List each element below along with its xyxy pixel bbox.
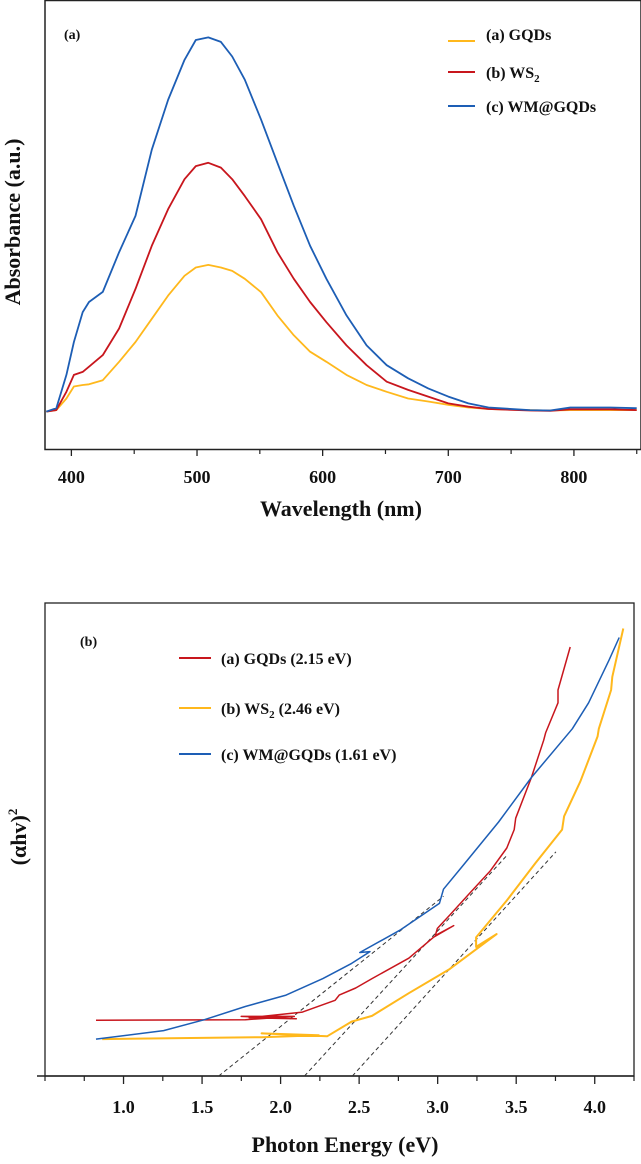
legend-item: (a) GQDs [448,27,551,44]
series-line-1 [95,646,571,1021]
y-axis-title-main: (αhv) [6,815,31,865]
legend-label-tail: (2.46 eV) [275,701,340,718]
series-line-2 [46,161,637,413]
x-tick-label: 700 [435,467,462,487]
x-tick-label: 4.0 [583,1097,606,1117]
legend-label: (a) GQDs (2.15 eV) [221,651,352,668]
x-tick-label: 2.5 [348,1097,371,1117]
legend-label-main: (c) WM@GQDs [486,99,596,116]
legend-label: (c) WM@GQDs [486,99,596,116]
x-axis-title: Wavelength (nm) [260,496,422,521]
y-axis-title: (αhv)2 [5,809,31,866]
series-line-3 [46,36,637,413]
legend-item: (c) WM@GQDs (1.61 eV) [179,747,396,764]
panel-label: (a) [64,28,81,43]
x-axis-title: Photon Energy (eV) [252,1132,439,1157]
y-axis-title: Absorbance (a.u.) [0,139,25,306]
panel-a: 400 500 600 700 800 Wavelength (nm) Absorbance… [0,0,641,521]
x-tick-label: 800 [560,467,587,487]
legend-item: (b) WS2 [448,65,540,85]
panel-b: 1.0 1.5 2.0 2.5 3.0 3.5 4.0 Photon Energy (eV) (… [5,602,635,1157]
plot-frame [44,0,641,451]
legend-label-main: (b) WS [221,701,269,718]
x-tick-label: 600 [309,467,336,487]
series-line-3 [95,637,620,1040]
legend-label-main: (a) GQDs (2.15 eV) [221,651,352,668]
x-tick-label: 3.5 [505,1097,528,1117]
x-tick-label: 1.5 [191,1097,214,1117]
y-axis-title-superscript: 2 [5,809,20,816]
x-tick-label: 3.0 [426,1097,449,1117]
tangent-line-1 [304,855,508,1077]
legend-label-subscript: 2 [534,73,540,85]
legend-label: (b) WS2 (2.46 eV) [221,701,340,721]
legend-label: (a) GQDs [486,27,551,44]
plot-frame [44,602,635,1077]
legend-item: (a) GQDs (2.15 eV) [179,651,352,668]
tangent-line-2 [352,851,557,1077]
legend-label-main: (c) WM@GQDs (1.61 eV) [221,747,396,764]
x-tick-label: 400 [58,467,85,487]
legend-label-main: (a) GQDs [486,27,551,44]
x-tick-label: 2.0 [269,1097,292,1117]
series-line-2 [102,628,625,1041]
legend-label-main: (b) WS [486,65,534,82]
legend-label: (b) WS2 [486,65,540,85]
legend-item: (c) WM@GQDs [448,99,596,116]
x-tick-label: 500 [184,467,211,487]
x-tick-label: 1.0 [112,1097,135,1117]
series-line-1 [46,264,637,413]
legend-item: (b) WS2 (2.46 eV) [179,701,340,721]
panel-label: (b) [80,635,97,650]
legend-label-subscript: 2 [269,709,275,721]
legend-label: (c) WM@GQDs (1.61 eV) [221,747,396,764]
